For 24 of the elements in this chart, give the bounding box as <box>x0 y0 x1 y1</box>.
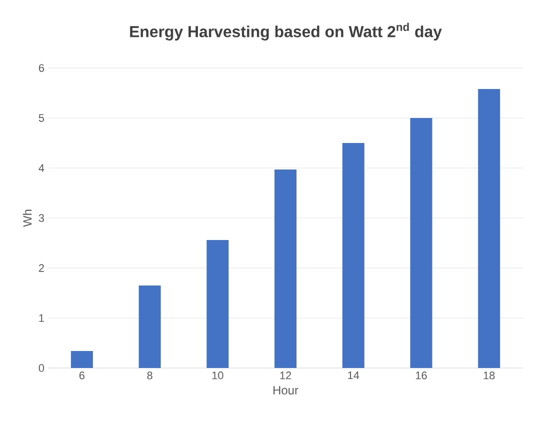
bar <box>70 351 93 368</box>
y-tick-label: 4 <box>38 164 44 172</box>
y-axis-title: Wh <box>22 210 32 227</box>
y-tick-label: 1 <box>39 314 44 322</box>
y-tick-label: 2 <box>38 264 44 272</box>
bar <box>342 143 364 368</box>
bar <box>206 240 229 368</box>
x-tick-label: 6 <box>79 372 84 380</box>
x-tick-label: 14 <box>348 372 360 380</box>
x-axis-title: Hour <box>274 386 298 394</box>
y-tick-label: 0 <box>38 364 44 372</box>
y-tick-label: 3 <box>38 214 44 222</box>
bar <box>410 118 432 368</box>
x-tick-label: 18 <box>484 372 495 380</box>
bar <box>138 286 161 368</box>
x-tick-label: 16 <box>416 372 427 380</box>
x-tick-label: 10 <box>212 372 224 380</box>
x-tick-label: 12 <box>280 372 292 380</box>
bar <box>478 89 500 368</box>
chart-title: Energy Harvesting based on Watt 2$^{nd}$ day <box>130 22 442 41</box>
y-tick-label: 5 <box>38 114 44 122</box>
y-tick-label: 6 <box>38 64 44 72</box>
x-tick-label: 8 <box>147 372 152 380</box>
bar <box>274 170 296 368</box>
